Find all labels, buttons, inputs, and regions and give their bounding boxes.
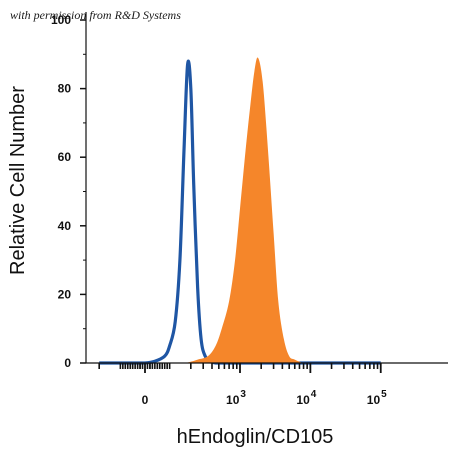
y-tick-label-60: 60 [58,150,72,164]
watermark-text: with permission from R&D Systems [10,8,181,22]
x-tick-label-3: 103 [226,389,246,407]
plot-content [99,57,381,365]
y-tick-label-100: 100 [51,13,71,27]
y-tick-label-20: 20 [58,287,72,301]
x-tick-label-exponent: 5 [381,389,387,400]
x-tick-label-0: 0 [142,393,149,407]
y-tick-label-0: 0 [64,356,71,370]
y-axis-label: Relative Cell Number [7,86,29,275]
x-axis-label: hEndoglin/CD105 [176,426,334,448]
x-tick-label-exponent: 3 [240,389,246,400]
x-tick-label-4: 104 [296,389,316,407]
y-tick-label-40: 40 [58,219,72,233]
axes: 0 20 40 60 80 100 0 103 104 105 [51,12,448,407]
series-filled-histogram [99,57,381,363]
y-tick-label-80: 80 [58,82,72,96]
x-tick-label-exponent: 4 [311,389,317,400]
x-tick-label-5: 105 [367,389,387,407]
